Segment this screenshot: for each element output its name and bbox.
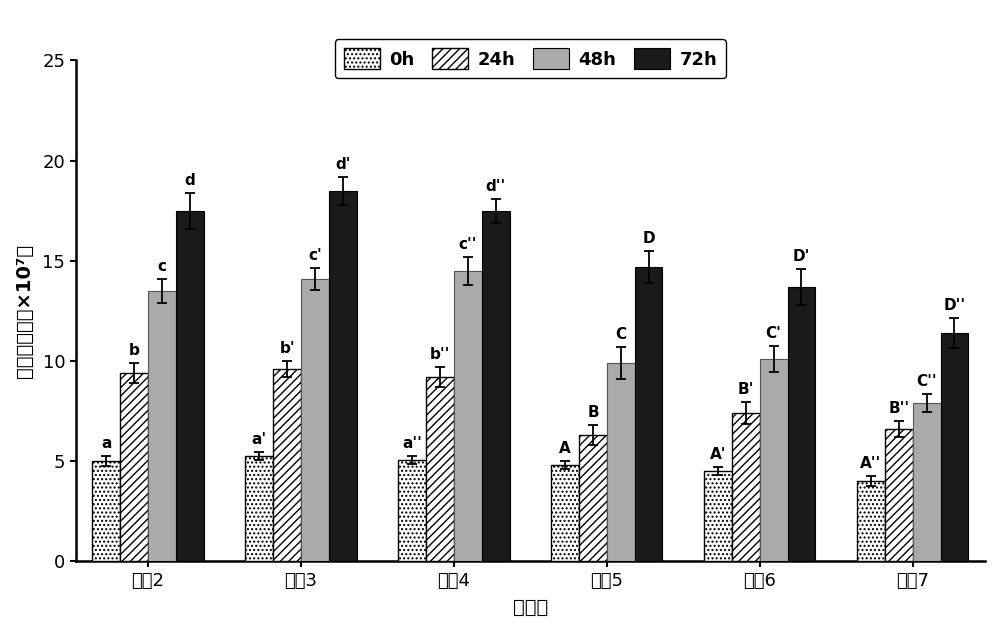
Bar xyxy=(732,413,760,561)
Bar xyxy=(148,291,176,561)
Text: D: D xyxy=(642,231,655,246)
Bar xyxy=(245,456,273,561)
Bar xyxy=(176,210,204,561)
Bar xyxy=(760,359,788,561)
Bar xyxy=(941,333,968,561)
X-axis label: 冻存液: 冻存液 xyxy=(513,598,548,617)
Text: b'': b'' xyxy=(430,347,450,362)
Text: a: a xyxy=(101,436,112,451)
Text: B: B xyxy=(587,405,599,420)
Bar xyxy=(329,191,357,561)
Text: b': b' xyxy=(279,341,295,356)
Bar xyxy=(551,465,579,561)
Text: B'': B'' xyxy=(888,401,909,416)
Bar xyxy=(635,267,662,561)
Text: c: c xyxy=(157,258,166,274)
Bar xyxy=(273,369,301,561)
Text: C: C xyxy=(615,327,626,342)
Text: B': B' xyxy=(738,382,754,397)
Text: b: b xyxy=(129,343,140,358)
Text: d': d' xyxy=(335,157,350,172)
Legend: 0h, 24h, 48h, 72h: 0h, 24h, 48h, 72h xyxy=(335,39,726,78)
Text: A': A' xyxy=(710,447,726,462)
Bar xyxy=(607,363,635,561)
Bar xyxy=(913,403,941,561)
Bar xyxy=(426,377,454,561)
Bar xyxy=(885,429,913,561)
Bar xyxy=(301,279,329,561)
Bar xyxy=(857,481,885,561)
Bar xyxy=(120,373,148,561)
Text: D': D' xyxy=(793,249,810,264)
Bar xyxy=(788,287,815,561)
Text: a': a' xyxy=(252,432,267,447)
Text: A: A xyxy=(559,441,571,456)
Text: c': c' xyxy=(308,248,322,263)
Text: A'': A'' xyxy=(860,456,882,471)
Text: a'': a'' xyxy=(402,436,422,451)
Bar xyxy=(454,270,482,561)
Bar xyxy=(398,460,426,561)
Text: C'': C'' xyxy=(916,374,937,389)
Bar xyxy=(579,435,607,561)
Text: d'': d'' xyxy=(485,179,506,193)
Bar xyxy=(704,471,732,561)
Bar xyxy=(482,210,510,561)
Y-axis label: 活细胞数量（×10⁷）: 活细胞数量（×10⁷） xyxy=(15,244,34,378)
Bar xyxy=(92,461,120,561)
Text: C': C' xyxy=(766,326,782,341)
Text: c'': c'' xyxy=(459,237,477,252)
Text: D'': D'' xyxy=(943,298,965,313)
Text: d: d xyxy=(184,173,195,188)
